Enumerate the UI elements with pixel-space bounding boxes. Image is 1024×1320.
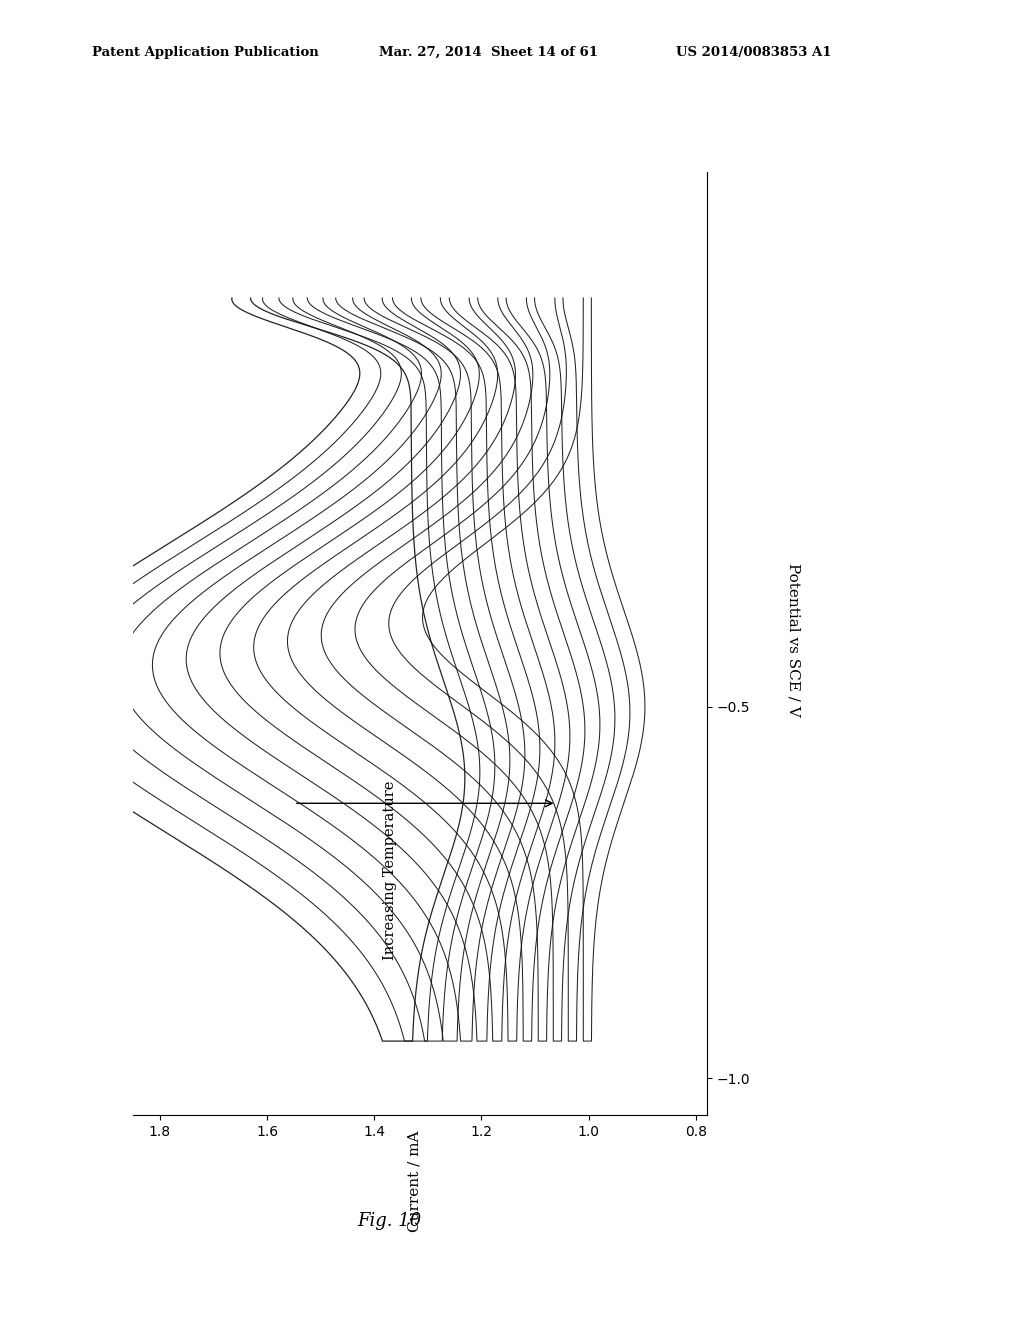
Text: Mar. 27, 2014  Sheet 14 of 61: Mar. 27, 2014 Sheet 14 of 61: [379, 46, 598, 59]
Text: Patent Application Publication: Patent Application Publication: [92, 46, 318, 59]
Text: Fig. 10: Fig. 10: [357, 1212, 421, 1230]
Text: Current / mA: Current / mA: [408, 1131, 422, 1232]
Text: Potential vs SCE / V: Potential vs SCE / V: [786, 564, 801, 717]
Text: US 2014/0083853 A1: US 2014/0083853 A1: [676, 46, 831, 59]
Text: Increasing Temperature: Increasing Temperature: [383, 780, 397, 960]
